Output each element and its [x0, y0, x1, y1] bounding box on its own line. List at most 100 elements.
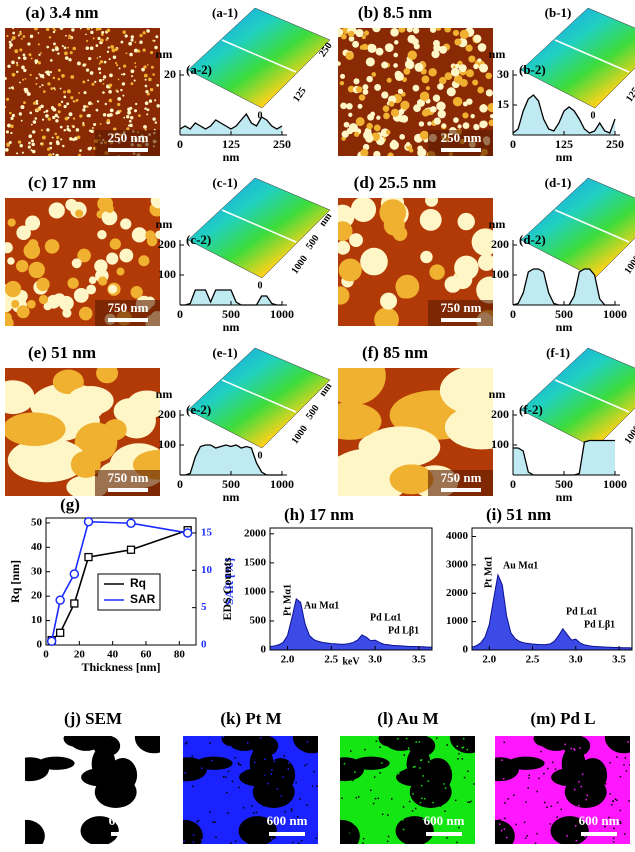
map-speckle: [245, 737, 247, 739]
map-speckle: [526, 835, 528, 837]
map-speckle: [499, 819, 501, 821]
afm-grain: [356, 86, 362, 92]
afm-grain: [55, 47, 59, 51]
map-speckle: [292, 842, 294, 844]
x-label: keV: [342, 656, 360, 667]
map-speckle: [184, 839, 186, 841]
map-speckle: [238, 787, 240, 789]
afm-grain: [32, 130, 35, 133]
map-speckle: [544, 802, 546, 804]
map-speckle: [340, 814, 342, 816]
map-void: [450, 722, 488, 754]
afm-grain: [98, 276, 107, 285]
afm-grain: [420, 131, 429, 140]
map-speckle: [608, 797, 610, 799]
afm-grain: [44, 111, 46, 113]
map-speckle: [393, 825, 395, 827]
map-speckle: [363, 782, 365, 784]
afm-grain: [144, 107, 147, 110]
map-speckle: [613, 838, 615, 840]
afm-grain: [481, 121, 488, 128]
map-speckle: [546, 806, 548, 808]
map-speckle: [226, 792, 228, 794]
map-speckle: [594, 783, 596, 785]
afm-grain: [97, 57, 99, 59]
afm-grain: [36, 278, 49, 291]
map-speckle: [204, 782, 206, 784]
afm-grain: [129, 53, 133, 57]
afm-grain: [98, 27, 101, 30]
afm-grain: [52, 137, 54, 139]
map-speckle: [457, 758, 459, 760]
map-speckle: [456, 842, 458, 844]
afm-grain: [436, 26, 441, 31]
afm-grain: [68, 129, 71, 132]
afm-grain: [79, 149, 82, 152]
map-speckle: [301, 840, 303, 842]
afm-grain: [99, 56, 101, 58]
afm-grain: [23, 69, 26, 72]
map-speckle: [296, 842, 298, 844]
map-speckle: [405, 769, 407, 771]
afm-grain: [9, 87, 11, 89]
afm-grain: [487, 103, 496, 112]
map-void: [169, 757, 207, 781]
afm-grain: [116, 90, 118, 92]
afm-grain: [14, 49, 18, 53]
y-label: nm: [489, 387, 506, 401]
map-speckle: [282, 840, 284, 842]
afm-grain: [109, 58, 111, 60]
map-speckle: [597, 802, 599, 804]
map-speckle: [466, 736, 468, 738]
afm-grain: [27, 42, 30, 45]
map-speckle: [248, 796, 250, 798]
afm-grain: [16, 62, 18, 64]
map-speckle: [263, 825, 265, 827]
peak-label: Pd Lα1: [566, 606, 597, 617]
eds-map: [323, 722, 488, 852]
afm-grain: [119, 110, 122, 113]
map-speckle: [315, 750, 317, 752]
map-speckle: [560, 809, 562, 811]
map-speckle: [516, 787, 518, 789]
map-speckle: [343, 781, 345, 783]
afm-grain: [18, 35, 20, 37]
afm-grain: [60, 88, 62, 90]
afm-grain: [76, 128, 80, 132]
afm-grain: [36, 102, 38, 104]
map-title: (l) Au M: [377, 709, 438, 728]
afm-grain: [118, 79, 120, 81]
afm-grain: [372, 24, 381, 33]
map-speckle: [237, 811, 239, 813]
afm-grain: [448, 74, 452, 78]
map-speckle: [446, 837, 448, 839]
inset-label: (a-1): [212, 5, 238, 20]
map-speckle: [544, 813, 546, 815]
map-speckle: [609, 799, 611, 801]
afm-grain: [52, 27, 55, 30]
map-speckle: [314, 827, 316, 829]
afm-grain: [453, 117, 459, 123]
map-speckle: [499, 798, 501, 800]
map-speckle: [445, 787, 447, 789]
afm-grain: [436, 101, 445, 110]
map-speckle: [558, 761, 560, 763]
x-label: Thickness [nm]: [81, 660, 160, 674]
map-speckle: [243, 771, 245, 773]
x-tick-label: 250: [606, 137, 624, 151]
afm-grain: [83, 105, 86, 108]
map-speckle: [555, 789, 557, 791]
afm-grain: [438, 110, 446, 118]
map-speckle: [344, 844, 346, 846]
x-label: nm: [223, 490, 240, 504]
afm-grain: [134, 62, 136, 64]
map-speckle: [362, 842, 364, 844]
afm-grain: [54, 29, 56, 31]
map-speckle: [219, 778, 221, 780]
afm-grain: [376, 116, 380, 120]
afm-grain: [120, 41, 123, 44]
map-speckle: [406, 764, 408, 766]
map-speckle: [623, 754, 625, 756]
afm-grain: [27, 300, 36, 309]
afm-grain: [16, 260, 28, 272]
